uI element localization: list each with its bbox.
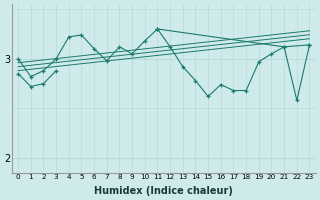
X-axis label: Humidex (Indice chaleur): Humidex (Indice chaleur) [94, 186, 233, 196]
